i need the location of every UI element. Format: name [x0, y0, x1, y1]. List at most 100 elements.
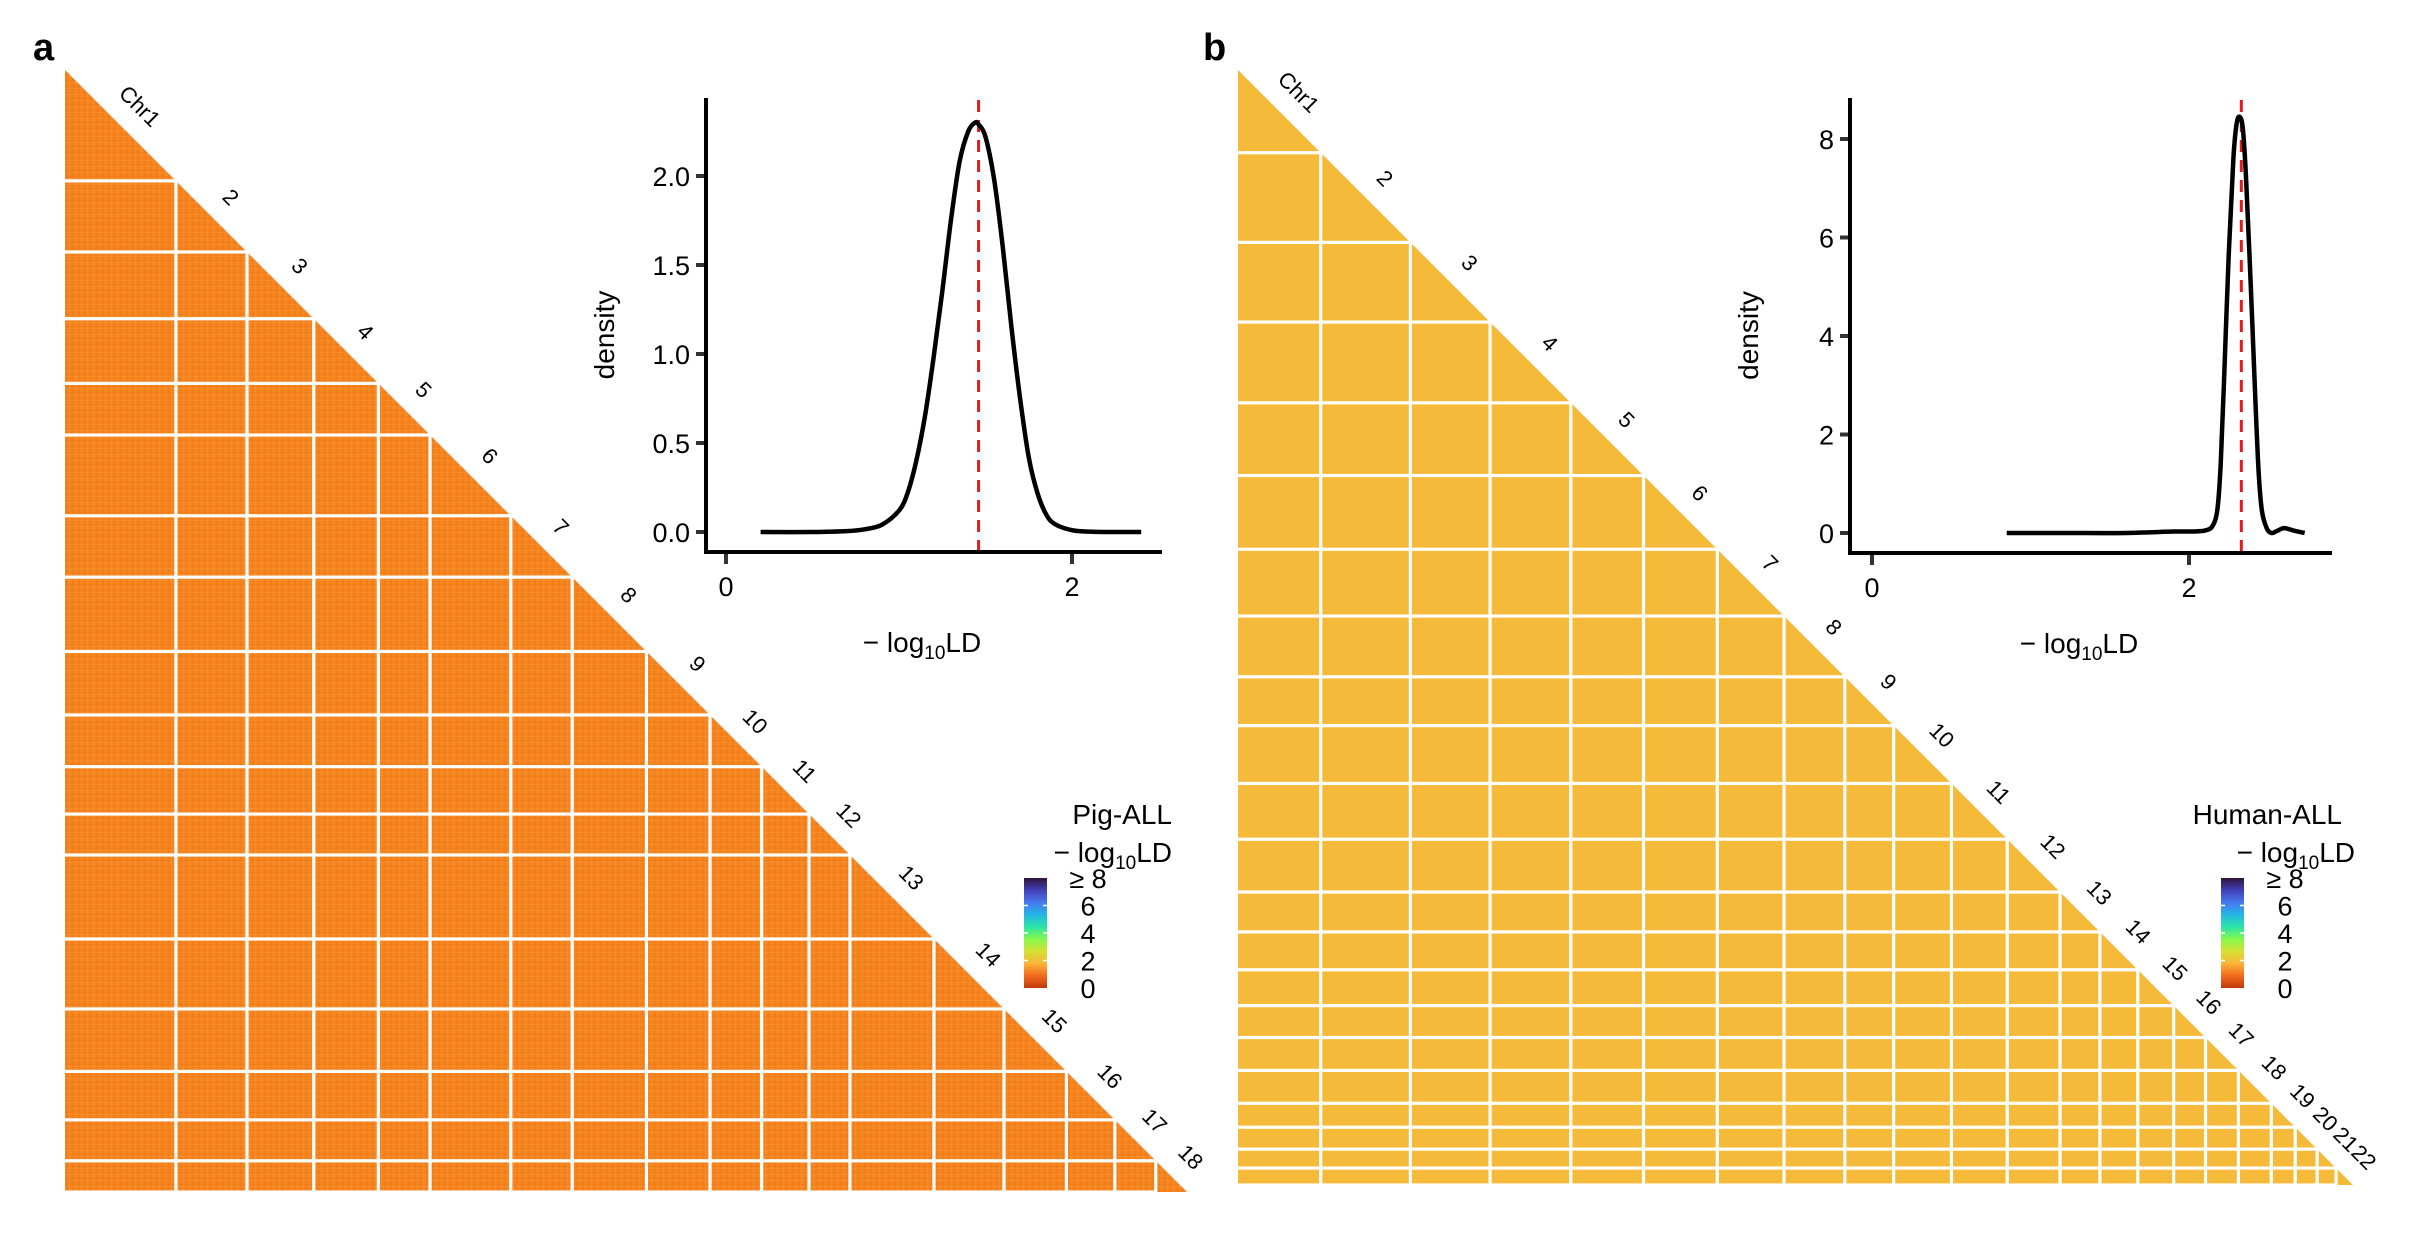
chromosome-label: Chr1 [1273, 66, 1324, 117]
heatmap-block [1785, 617, 1844, 676]
heatmap-block [1895, 971, 1950, 1005]
heatmap-block [1572, 678, 1642, 725]
heatmap-block [315, 517, 377, 576]
heatmap-block [573, 653, 645, 714]
heatmap-block [1895, 1104, 1950, 1126]
heatmap-block [177, 940, 246, 1008]
heatmap-block [1953, 1169, 2006, 1184]
heatmap-block [65, 768, 175, 813]
colorbar-tick-label: 4 [1080, 919, 1095, 949]
heatmap-block [1572, 404, 1642, 474]
heatmap-block [763, 815, 808, 854]
heatmap-block [248, 768, 313, 813]
heatmap-block [248, 384, 313, 434]
heatmap-block [315, 436, 377, 515]
heatmap-block [1238, 243, 1320, 321]
heatmap-block [810, 1010, 849, 1070]
heatmap-block [2101, 933, 2137, 969]
heatmap-block [1846, 893, 1893, 931]
heatmap-block [1411, 678, 1489, 725]
heatmap-block [573, 1010, 645, 1070]
heatmap-block [2139, 1169, 2173, 1184]
heatmap-block [648, 653, 709, 714]
heatmap-block [248, 1010, 313, 1070]
heatmap-block [573, 1162, 645, 1191]
heatmap-block [1846, 971, 1893, 1005]
heatmap-block [248, 436, 313, 515]
heatmap-block [248, 1073, 313, 1119]
heatmap-block [1411, 840, 1489, 891]
heatmap-block [1718, 550, 1783, 615]
heatmap-block [1491, 785, 1570, 838]
heatmap-block [1238, 550, 1320, 615]
heatmap-block [177, 1010, 246, 1070]
heatmap-block [1645, 933, 1716, 969]
heatmap-block [315, 653, 377, 714]
heatmap-block [2061, 933, 2099, 969]
heatmap-block [1645, 617, 1716, 676]
heatmap-block [1572, 1007, 1642, 1036]
heatmap-block [248, 653, 313, 714]
heatmap-block [431, 1121, 510, 1160]
heatmap-block [2240, 1150, 2270, 1167]
heatmap-block [2061, 971, 2099, 1005]
chromosome-label: 4 [352, 319, 378, 345]
heatmap-block [177, 1162, 246, 1191]
density-curve [760, 119, 1142, 535]
chromosome-label: 19 [2285, 1078, 2320, 1113]
heatmap-block [1411, 1169, 1489, 1184]
heatmap-block [1846, 1128, 1893, 1148]
heatmap-block [1846, 933, 1893, 969]
heatmap-block [1645, 840, 1716, 891]
heatmap-block [1491, 840, 1570, 891]
heatmap-block [379, 1162, 429, 1191]
heatmap-block [379, 768, 429, 813]
heatmap-block [177, 578, 246, 650]
heatmap-block [763, 1073, 808, 1119]
heatmap-block [1572, 893, 1642, 931]
heatmap-block [1953, 1039, 2006, 1069]
heatmap-block [2207, 1150, 2237, 1167]
heatmap-block [1491, 1072, 1570, 1102]
heatmap-block [1238, 1007, 1320, 1036]
heatmap-block [512, 517, 571, 576]
heatmap-block [177, 253, 246, 318]
heatmap-block [763, 768, 808, 813]
heatmap-block [315, 716, 377, 766]
heatmap-block [431, 436, 510, 515]
heatmap-block [1953, 1007, 2006, 1036]
heatmap-block [1411, 971, 1489, 1005]
heatmap-block [711, 940, 761, 1008]
panel-label-a: a [33, 27, 55, 69]
heatmap-block [2008, 1072, 2059, 1102]
heatmap-block [1572, 785, 1642, 838]
heatmap-block [379, 940, 429, 1008]
heatmap-block [1645, 1104, 1716, 1126]
heatmap-block [1411, 1104, 1489, 1126]
heatmap-block [1411, 785, 1489, 838]
x-tick-label: 0 [1864, 573, 1879, 603]
heatmap-block [2008, 971, 2059, 1005]
heatmap-block [2318, 1150, 2335, 1167]
heatmap-block [1491, 1007, 1570, 1036]
heatmap-block [2207, 1072, 2237, 1102]
heatmap-block [1238, 893, 1320, 931]
heatmap-block [2296, 1150, 2316, 1167]
heatmap-block [315, 940, 377, 1008]
chromosome-label: 9 [684, 651, 710, 677]
heatmap-block [1572, 550, 1642, 615]
heatmap-block [315, 578, 377, 650]
y-tick-label: 2 [1819, 421, 1834, 451]
heatmap-block [1953, 1150, 2006, 1167]
heatmap-block [1572, 477, 1642, 548]
heatmap-block [1953, 785, 2006, 838]
heatmap-block [177, 384, 246, 434]
heatmap-block [573, 1073, 645, 1119]
chromosome-label: 3 [1456, 250, 1482, 276]
heatmap-block [2240, 1104, 2270, 1126]
heatmap-block [65, 1010, 175, 1070]
heatmap-block [810, 815, 849, 854]
y-axis-title: density [1733, 291, 1764, 380]
